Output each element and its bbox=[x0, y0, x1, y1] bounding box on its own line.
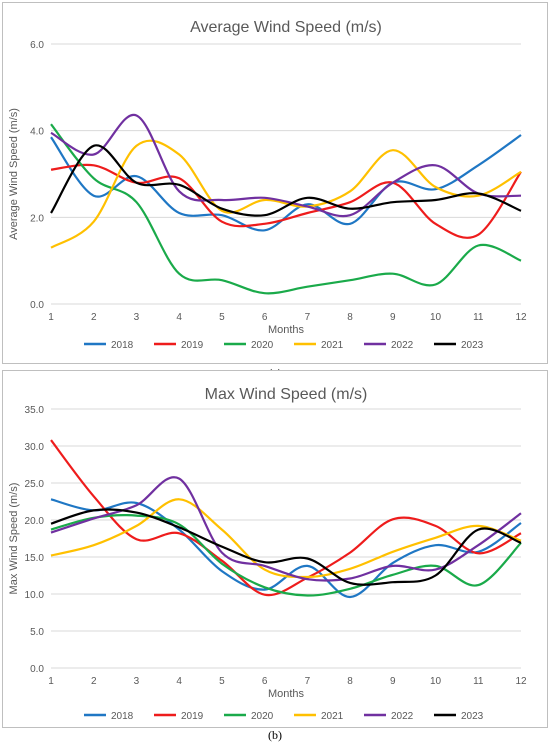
x-tick-label: 6 bbox=[262, 676, 268, 687]
x-tick-label: 2 bbox=[91, 312, 97, 323]
chart-title: Max Wind Speed (m/s) bbox=[205, 386, 368, 403]
x-tick-label: 12 bbox=[515, 676, 527, 687]
caption-b: (b) bbox=[268, 728, 282, 742]
y-tick-label: 5.0 bbox=[30, 627, 44, 638]
x-tick-label: 8 bbox=[347, 312, 353, 323]
legend-label: 2020 bbox=[251, 340, 274, 351]
legend-label: 2018 bbox=[111, 340, 134, 351]
series-line-2021 bbox=[50, 498, 522, 579]
y-tick-label: 0.0 bbox=[30, 664, 44, 675]
y-axis-label: Average Wind Speed (m/s) bbox=[8, 108, 20, 240]
x-tick-label: 12 bbox=[515, 312, 527, 323]
chart-frame-a: Average Wind Speed (m/s) 0.0 2.0 4.0 6.0 1 2 3 4… bbox=[2, 2, 548, 364]
x-tick-label: 9 bbox=[390, 312, 396, 323]
x-tick-label: 1 bbox=[48, 676, 54, 687]
x-tick-label: 8 bbox=[347, 676, 353, 687]
y-tick-label: 25.0 bbox=[25, 479, 45, 490]
series-line-2020 bbox=[50, 123, 522, 295]
chart-frame-b: Max Wind Speed (m/s) 0.0 5.0 10.0 15.0 20.0 25… bbox=[2, 370, 548, 728]
x-tick-label: 10 bbox=[430, 676, 442, 687]
series-line-2021 bbox=[50, 139, 522, 249]
legend-label: 2019 bbox=[181, 340, 204, 351]
x-tick-label: 4 bbox=[176, 676, 182, 687]
series-line-2019 bbox=[50, 439, 522, 597]
legend-label: 2021 bbox=[321, 340, 344, 351]
y-tick-label: 4.0 bbox=[30, 127, 44, 138]
series-line-2018 bbox=[50, 498, 522, 599]
legend-label: 2021 bbox=[321, 711, 344, 722]
legend-label: 2022 bbox=[391, 711, 414, 722]
series-line-2022 bbox=[50, 114, 522, 218]
x-tick-label: 1 bbox=[48, 312, 54, 323]
series-line-2023 bbox=[50, 508, 522, 586]
x-axis-label: Months bbox=[268, 324, 305, 336]
y-tick-label: 2.0 bbox=[30, 213, 44, 224]
series-line-2022 bbox=[50, 476, 522, 582]
x-tick-label: 10 bbox=[430, 312, 442, 323]
legend-label: 2018 bbox=[111, 711, 134, 722]
y-tick-label: 30.0 bbox=[25, 442, 45, 453]
x-tick-label: 5 bbox=[219, 312, 225, 323]
series-line-2020 bbox=[50, 514, 522, 597]
legend-label: 2020 bbox=[251, 711, 274, 722]
series-line-2018 bbox=[50, 134, 522, 232]
legend-label: 2023 bbox=[461, 711, 484, 722]
legend-label: 2023 bbox=[461, 340, 484, 351]
x-tick-label: 7 bbox=[305, 676, 311, 687]
y-tick-label: 0.0 bbox=[30, 300, 44, 311]
y-tick-label: 6.0 bbox=[30, 40, 44, 51]
x-tick-label: 3 bbox=[134, 676, 140, 687]
x-tick-label: 2 bbox=[91, 676, 97, 687]
x-tick-label: 11 bbox=[473, 676, 484, 687]
y-tick-label: 15.0 bbox=[25, 553, 45, 564]
x-tick-label: 3 bbox=[134, 312, 140, 323]
legend-label: 2019 bbox=[181, 711, 204, 722]
chart-title: Average Wind Speed (m/s) bbox=[190, 19, 382, 36]
x-axis-label: Months bbox=[268, 688, 305, 700]
x-tick-label: 5 bbox=[219, 676, 225, 687]
x-tick-label: 11 bbox=[473, 312, 484, 323]
y-tick-label: 10.0 bbox=[25, 590, 45, 601]
x-tick-label: 9 bbox=[390, 676, 396, 687]
y-tick-label: 35.0 bbox=[25, 405, 45, 416]
legend-label: 2022 bbox=[391, 340, 414, 351]
x-tick-label: 6 bbox=[262, 312, 268, 323]
series-line-2023 bbox=[50, 144, 522, 217]
y-axis-label: Max Wind Speed (m/s) bbox=[8, 483, 20, 595]
y-tick-label: 20.0 bbox=[25, 516, 45, 527]
chart-max-wind-speed: Max Wind Speed (m/s)0.05.010.015.020.025… bbox=[8, 386, 527, 722]
x-tick-label: 7 bbox=[305, 312, 311, 323]
chart-average-wind-speed: Average Wind Speed (m/s)0.02.04.06.01 2 3 4… bbox=[8, 19, 527, 351]
x-tick-label: 4 bbox=[176, 312, 182, 323]
